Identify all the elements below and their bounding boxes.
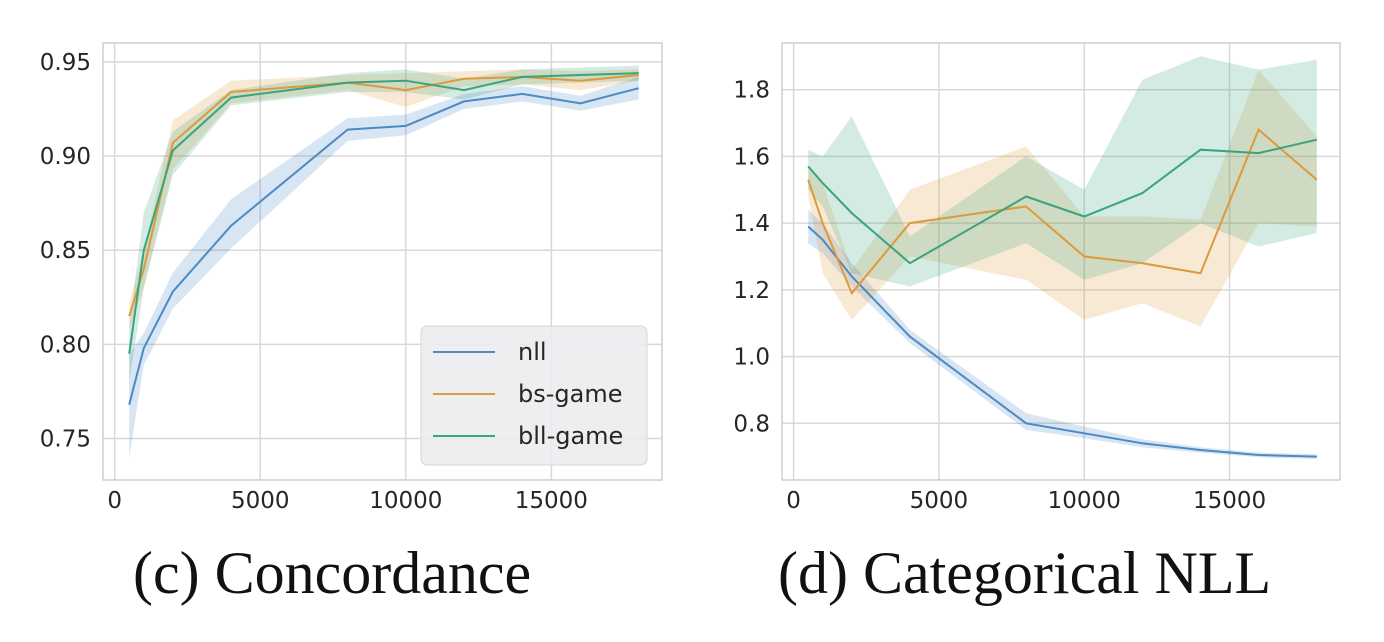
- concordance-bs-game-line: [128, 74, 639, 317]
- concordance-x-tick-label: 15000: [515, 488, 588, 514]
- categorical-nll-y-tick-label: 1.6: [733, 144, 770, 170]
- categorical-nll-bs-game-line: [807, 128, 1318, 296]
- concordance-legend-label-nll: nll: [518, 338, 547, 366]
- concordance-y-tick-label: 0.95: [40, 50, 91, 76]
- categorical-nll-y-tick-label: 1.8: [733, 78, 770, 104]
- categorical-nll-chart: 0 5000 10000 15000 0.8 1.0 1.2 1.4 1.6 1.8: [733, 42, 1341, 514]
- categorical-nll-bll-game-confidence-band: [808, 56, 1317, 287]
- categorical-nll-x-tick-label: 15000: [1193, 488, 1266, 514]
- categorical-nll-y-tick-label: 0.8: [733, 411, 770, 437]
- concordance-y-tick-label: 0.85: [40, 238, 91, 264]
- concordance-y-tick-label: 0.90: [40, 144, 91, 170]
- concordance-x-tick-label: 10000: [369, 488, 442, 514]
- caption-concordance: (c) Concordance: [133, 540, 532, 606]
- categorical-nll-y-tick-label: 1.2: [733, 278, 770, 304]
- concordance-y-tick-label: 0.80: [40, 332, 91, 358]
- concordance-nll-line: [128, 87, 639, 405]
- concordance-plot-frame: [102, 42, 663, 481]
- categorical-nll-nll-confidence-band: [808, 209, 1317, 459]
- categorical-nll-y-tick-label: 1.4: [733, 211, 770, 237]
- categorical-nll-plot-frame: [781, 42, 1341, 481]
- categorical-nll-y-tick-label: 1.0: [733, 345, 770, 371]
- categorical-nll-x-tick-label: 5000: [910, 488, 969, 514]
- concordance-legend-label-bll-game: bll-game: [518, 422, 623, 450]
- categorical-nll-x-tick-label: 0: [786, 488, 801, 514]
- concordance-legend-label-bs-game: bs-game: [518, 380, 622, 408]
- concordance-legend-box: [420, 325, 648, 466]
- caption-categorical-nll: (d) Categorical NLL: [778, 540, 1272, 606]
- concordance-y-tick-label: 0.75: [40, 427, 91, 453]
- concordance-x-tick-label: 5000: [231, 488, 290, 514]
- concordance-x-tick-label: 0: [107, 488, 122, 514]
- categorical-nll-plot-area: [782, 43, 1340, 480]
- concordance-legend: nll bs-game bll-game: [420, 325, 648, 466]
- concordance-bll-game-line: [128, 72, 639, 354]
- categorical-nll-x-tick-label: 10000: [1048, 488, 1121, 514]
- concordance-chart: 0 5000 10000 15000 0.75 0.80 0.85 0.90 0.95 nll bs…: [40, 42, 663, 514]
- categorical-nll-bll-game-line: [807, 138, 1318, 265]
- categorical-nll-bs-game-confidence-band: [808, 69, 1317, 327]
